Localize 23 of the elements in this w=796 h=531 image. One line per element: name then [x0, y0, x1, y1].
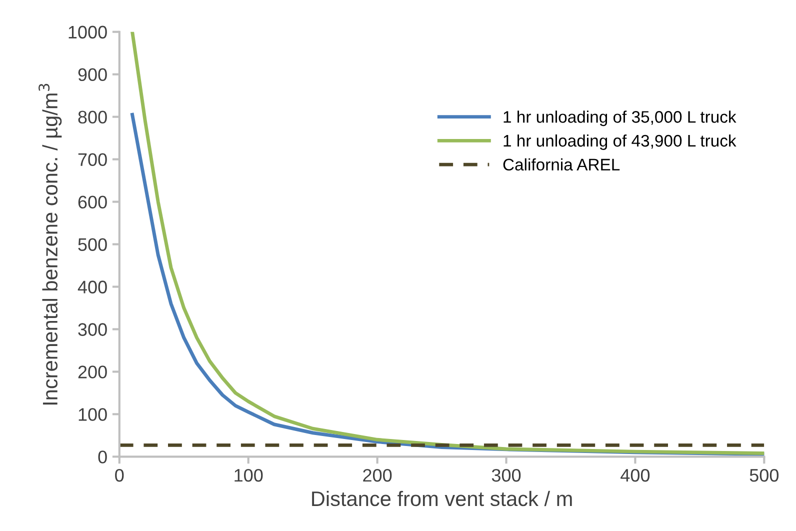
y-tick-label: 400 — [78, 280, 107, 294]
x-tick-label: 100 — [234, 468, 263, 482]
y-tick-label: 700 — [78, 153, 107, 166]
y-tick-label: 800 — [78, 110, 107, 124]
y-axis-title: Incremental benzene conc. / µg/m$^{3}$ — [38, 84, 62, 405]
x-tick-label: 0 — [115, 468, 124, 482]
legend-label: 1 hr unloading of 43,900 L truck — [504, 134, 736, 150]
line-series — [130, 32, 764, 455]
y-tick-label: 200 — [78, 366, 107, 378]
y-tick-label: 900 — [78, 68, 107, 82]
x-tick-label: 300 — [492, 468, 521, 482]
y-tick-label: 1000 — [68, 26, 107, 39]
y-tick-label: 100 — [78, 408, 107, 421]
x-tick-label: 200 — [363, 468, 392, 482]
legend-label: California AREL — [503, 158, 620, 171]
y-tick-label: 0 — [98, 450, 107, 464]
y-tick-label: 600 — [78, 196, 107, 208]
legend-label: 1 hr unloading of 35,000 L truck — [504, 110, 736, 126]
y-tick-label: 300 — [78, 323, 107, 336]
x-tick-label: 400 — [620, 468, 650, 482]
x-axis-title: Distance from vent stack / m — [312, 490, 572, 506]
x-tick-label: 500 — [750, 468, 779, 482]
y-tick-label: 500 — [78, 238, 107, 251]
